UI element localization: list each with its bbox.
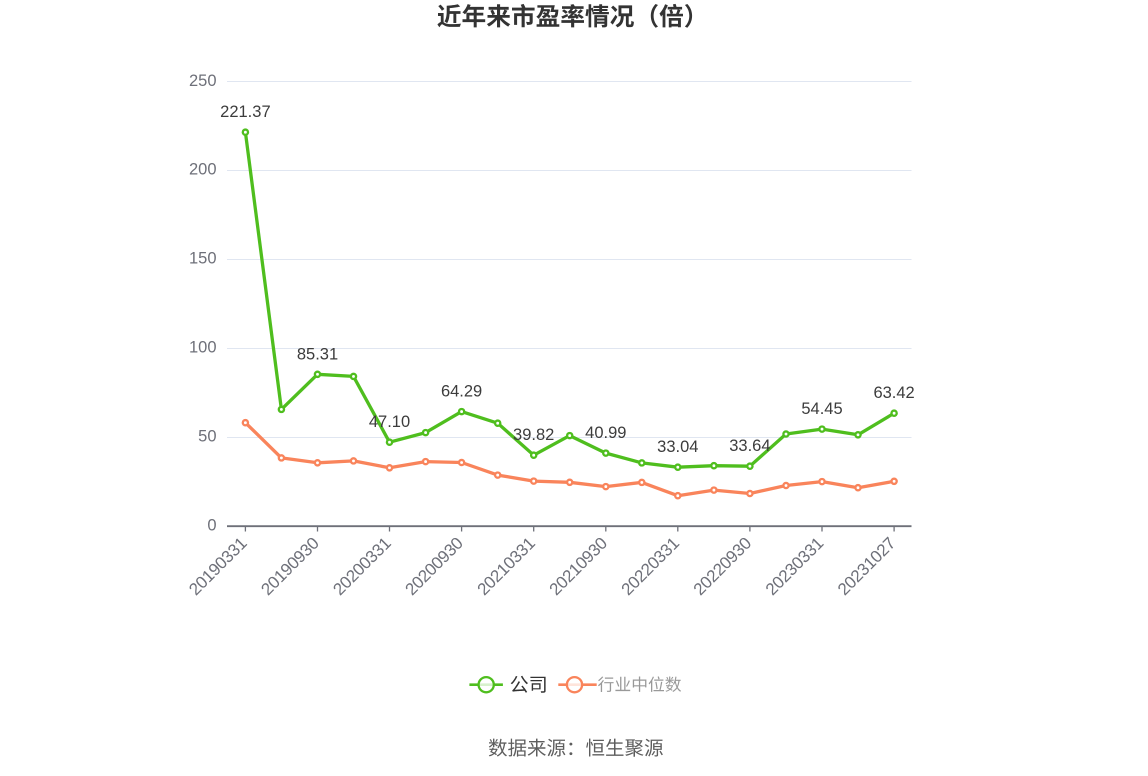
svg-text:200: 200	[189, 161, 217, 179]
svg-text:221.37: 221.37	[220, 103, 270, 121]
svg-text:63.42: 63.42	[873, 384, 914, 402]
svg-text:100: 100	[189, 339, 217, 357]
svg-text:250: 250	[189, 72, 217, 90]
svg-text:50: 50	[198, 427, 216, 445]
svg-text:85.31: 85.31	[297, 345, 338, 363]
svg-text:40.99: 40.99	[585, 424, 626, 442]
svg-text:0: 0	[207, 516, 216, 534]
svg-text:33.64: 33.64	[729, 437, 770, 455]
svg-text:47.10: 47.10	[369, 413, 410, 431]
svg-text:64.29: 64.29	[441, 383, 482, 401]
svg-text:150: 150	[189, 250, 217, 268]
svg-text:54.45: 54.45	[801, 400, 842, 418]
svg-text:33.04: 33.04	[657, 438, 698, 456]
svg-text:39.82: 39.82	[513, 426, 554, 444]
